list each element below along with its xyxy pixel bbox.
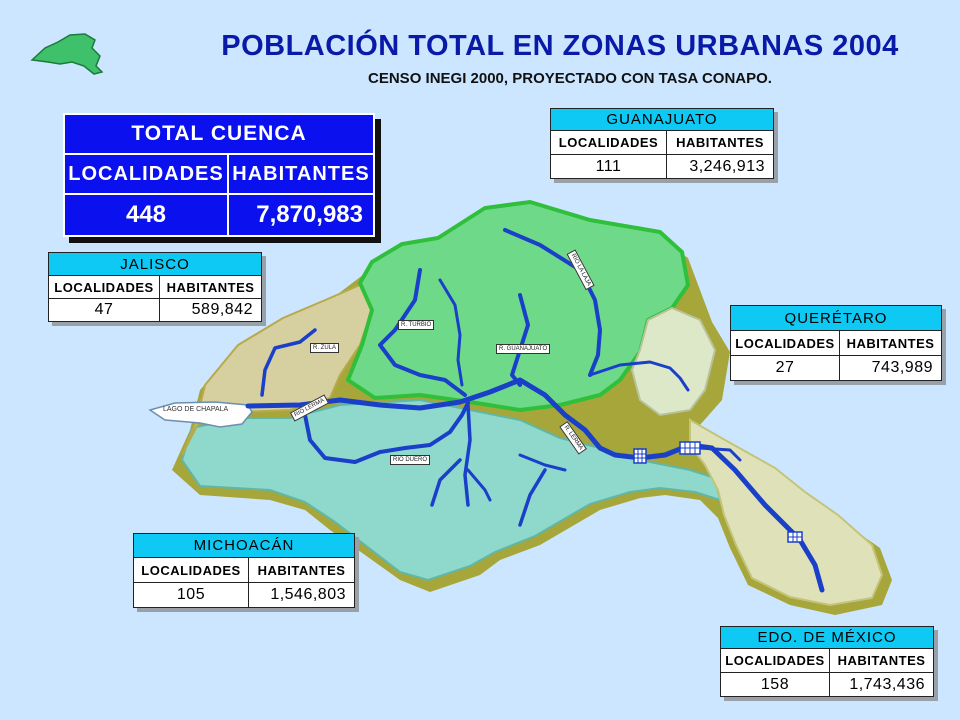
city-grid-icon <box>787 531 803 543</box>
michoacan-table: MICHOACÁN LOCALIDADES HABITANTES 105 1,5… <box>133 533 355 608</box>
guanajuato-title: GUANAJUATO <box>550 108 774 131</box>
south-trib-1 <box>463 403 472 507</box>
jalisco-col-localidades: LOCALIDADES <box>48 275 160 299</box>
jalisco-col-habitantes: HABITANTES <box>159 275 262 299</box>
michoacan-col-localidades: LOCALIDADES <box>133 557 249 583</box>
laja-east <box>588 360 690 392</box>
turbio-river-label: R. TURBIO <box>398 320 435 330</box>
south-trib-4 <box>518 453 567 472</box>
east-trib <box>698 446 742 462</box>
guanajuato-river-label: R. GUANAJUATO <box>496 344 551 354</box>
lerma-river <box>245 377 825 593</box>
queretaro-table: QUERÉTARO LOCALIDADES HABITANTES 27 743,… <box>730 305 942 381</box>
guanajuato-habitantes-value: 3,246,913 <box>666 154 774 179</box>
mexico-habitantes-value: 1,743,436 <box>829 672 934 697</box>
zula-river <box>260 328 317 397</box>
south-trib-2 <box>430 458 462 507</box>
jalisco-habitantes-value: 589,842 <box>159 298 262 322</box>
michoacan-col-habitantes: HABITANTES <box>248 557 355 583</box>
river-network <box>245 228 825 593</box>
guanajuato-localidades-value: 111 <box>550 154 667 179</box>
total-localidades-value: 448 <box>63 193 229 237</box>
guanajuato-col-habitantes: HABITANTES <box>666 130 774 155</box>
laja-river <box>503 228 602 377</box>
mexico-localidades-value: 158 <box>720 672 830 697</box>
total-title: TOTAL CUENCA <box>63 113 375 155</box>
city-markers <box>633 441 803 543</box>
total-col-habitantes: HABITANTES <box>227 153 375 195</box>
queretaro-col-localidades: LOCALIDADES <box>730 330 840 356</box>
mexico-col-localidades: LOCALIDADES <box>720 648 830 673</box>
south-trib-5 <box>466 468 492 502</box>
jalisco-localidades-value: 47 <box>48 298 160 322</box>
page-subtitle: CENSO INEGI 2000, PROYECTADO CON TASA CO… <box>368 70 772 87</box>
duero-river <box>303 401 470 464</box>
jalisco-table: JALISCO LOCALIDADES HABITANTES 47 589,84… <box>48 252 262 322</box>
page-title: POBLACIÓN TOTAL EN ZONAS URBANAS 2004 <box>221 30 899 62</box>
mexico-table: EDO. DE MÉXICO LOCALIDADES HABITANTES 15… <box>720 626 934 697</box>
mexico-col-habitantes: HABITANTES <box>829 648 934 673</box>
guanajuato-col-localidades: LOCALIDADES <box>550 130 667 155</box>
total-cuenca-table: TOTAL CUENCA LOCALIDADES HABITANTES 448 … <box>63 113 375 237</box>
queretaro-title: QUERÉTARO <box>730 305 942 331</box>
michoacan-localidades-value: 105 <box>133 582 249 608</box>
queretaro-col-habitantes: HABITANTES <box>839 330 942 356</box>
queretaro-localidades-value: 27 <box>730 355 840 381</box>
mexico-region <box>689 418 884 607</box>
queretaro-habitantes-value: 743,989 <box>839 355 942 381</box>
duero-river-label: RIO DUERO <box>390 455 431 465</box>
lake-chapala-label: LAGO DE CHAPALA <box>163 406 229 413</box>
total-habitantes-value: 7,870,983 <box>227 193 375 237</box>
south-trib-3 <box>518 468 547 527</box>
michoacan-title: MICHOACÁN <box>133 533 355 558</box>
basin-silhouette-icon <box>30 33 104 75</box>
city-grid-icon <box>633 448 647 464</box>
lake-chapala <box>148 401 253 428</box>
guanajuato-table: GUANAJUATO LOCALIDADES HABITANTES 111 3,… <box>550 108 774 179</box>
michoacan-habitantes-value: 1,546,803 <box>248 582 355 608</box>
jalisco-title: JALISCO <box>48 252 262 276</box>
city-grid-icon <box>679 441 701 455</box>
mexico-title: EDO. DE MÉXICO <box>720 626 934 649</box>
total-col-localidades: LOCALIDADES <box>63 153 229 195</box>
turbio-tributary <box>438 278 464 387</box>
turbio-river <box>378 268 467 397</box>
zula-river-label: R. ZULA <box>310 343 340 353</box>
